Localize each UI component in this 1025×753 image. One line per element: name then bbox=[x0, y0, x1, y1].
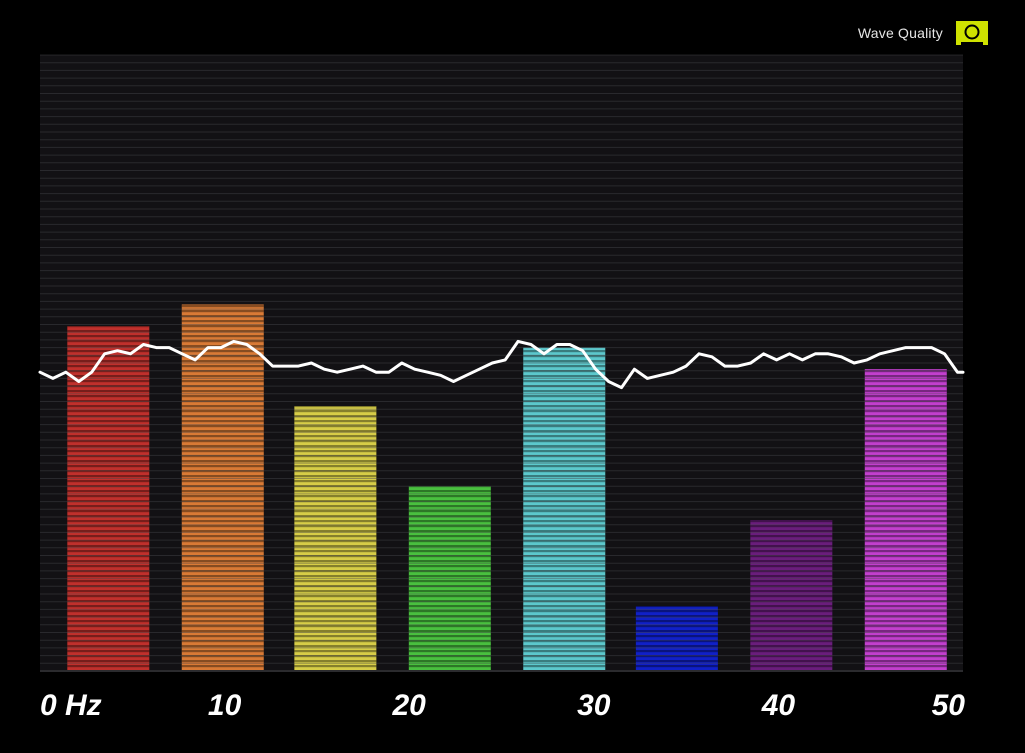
gridlines bbox=[40, 54, 963, 672]
x-tick-label-20: 20 bbox=[392, 689, 427, 722]
bar-8 bbox=[864, 369, 947, 671]
wave-line-1 bbox=[38, 339, 965, 390]
wave-quality-indicator: Wave Quality bbox=[858, 18, 991, 48]
bar-5 bbox=[523, 347, 606, 671]
x-tick-labels: 0 Hz 10 20 30 40 50 bbox=[40, 689, 965, 722]
bar-scanlines bbox=[750, 520, 833, 671]
x-tick-label-50: 50 bbox=[932, 689, 966, 722]
bar-4 bbox=[408, 486, 491, 671]
bar-7 bbox=[750, 520, 833, 671]
bar-scanlines bbox=[408, 486, 491, 671]
bar-1 bbox=[67, 326, 150, 671]
bars-layer bbox=[67, 304, 947, 671]
x-tick-label-0: 0 Hz bbox=[40, 689, 102, 722]
wave-line-layer bbox=[38, 339, 965, 390]
bar-6 bbox=[635, 606, 718, 671]
bar-scanlines bbox=[635, 606, 718, 671]
x-tick-label-40: 40 bbox=[761, 689, 796, 722]
x-tick-label-10: 10 bbox=[208, 689, 242, 722]
bar-scanlines bbox=[294, 406, 377, 671]
wave-quality-label: Wave Quality bbox=[857, 25, 943, 41]
bar-scanlines bbox=[67, 326, 150, 671]
bar-scanlines bbox=[523, 347, 606, 671]
bar-2 bbox=[181, 304, 264, 671]
bar-scanlines bbox=[181, 304, 264, 671]
x-tick-label-30: 30 bbox=[577, 689, 611, 722]
bar-3 bbox=[294, 406, 377, 671]
bar-scanlines bbox=[864, 369, 947, 671]
speaker-quality-icon bbox=[956, 21, 988, 45]
